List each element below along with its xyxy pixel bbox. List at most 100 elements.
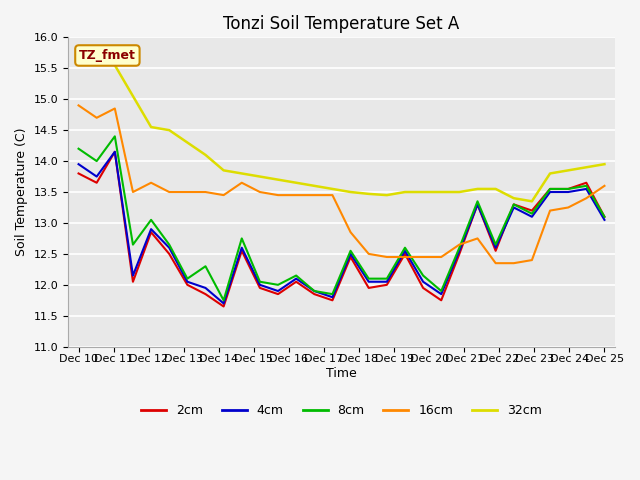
4cm bbox=[383, 279, 390, 285]
16cm bbox=[383, 254, 390, 260]
32cm bbox=[292, 180, 300, 186]
8cm bbox=[582, 183, 590, 189]
2cm bbox=[184, 282, 191, 288]
2cm bbox=[202, 291, 209, 297]
8cm bbox=[365, 276, 372, 282]
16cm bbox=[220, 192, 227, 198]
4cm bbox=[419, 279, 427, 285]
2cm bbox=[328, 298, 336, 303]
8cm bbox=[165, 242, 173, 248]
8cm bbox=[310, 288, 318, 294]
2cm bbox=[510, 202, 518, 207]
4cm bbox=[474, 202, 481, 207]
8cm bbox=[75, 146, 83, 152]
Title: Tonzi Soil Temperature Set A: Tonzi Soil Temperature Set A bbox=[223, 15, 460, 33]
4cm bbox=[238, 245, 246, 251]
32cm bbox=[437, 189, 445, 195]
32cm bbox=[474, 186, 481, 192]
2cm bbox=[274, 291, 282, 297]
16cm bbox=[147, 180, 155, 186]
8cm bbox=[383, 276, 390, 282]
16cm bbox=[184, 189, 191, 195]
4cm bbox=[456, 248, 463, 254]
4cm bbox=[93, 174, 100, 180]
16cm bbox=[274, 192, 282, 198]
4cm bbox=[147, 226, 155, 232]
2cm bbox=[437, 298, 445, 303]
16cm bbox=[93, 115, 100, 120]
2cm bbox=[165, 251, 173, 257]
8cm bbox=[256, 279, 264, 285]
16cm bbox=[292, 192, 300, 198]
16cm bbox=[456, 242, 463, 248]
2cm bbox=[419, 285, 427, 291]
4cm bbox=[328, 294, 336, 300]
32cm bbox=[347, 189, 355, 195]
4cm bbox=[401, 248, 409, 254]
2cm bbox=[492, 248, 499, 254]
2cm bbox=[292, 279, 300, 285]
32cm bbox=[546, 170, 554, 176]
2cm bbox=[220, 304, 227, 310]
16cm bbox=[165, 189, 173, 195]
4cm bbox=[564, 189, 572, 195]
2cm bbox=[546, 186, 554, 192]
4cm bbox=[365, 279, 372, 285]
16cm bbox=[582, 195, 590, 201]
32cm bbox=[75, 56, 83, 62]
2cm bbox=[256, 285, 264, 291]
2cm bbox=[365, 285, 372, 291]
4cm bbox=[310, 288, 318, 294]
8cm bbox=[220, 298, 227, 303]
16cm bbox=[474, 236, 481, 241]
8cm bbox=[238, 236, 246, 241]
8cm bbox=[437, 288, 445, 294]
2cm bbox=[528, 208, 536, 214]
32cm bbox=[582, 164, 590, 170]
2cm bbox=[564, 186, 572, 192]
16cm bbox=[546, 208, 554, 214]
32cm bbox=[147, 124, 155, 130]
32cm bbox=[129, 93, 137, 99]
4cm bbox=[256, 282, 264, 288]
4cm bbox=[111, 149, 118, 155]
4cm bbox=[528, 214, 536, 220]
16cm bbox=[401, 254, 409, 260]
Line: 2cm: 2cm bbox=[79, 152, 604, 307]
32cm bbox=[383, 192, 390, 198]
8cm bbox=[510, 202, 518, 207]
8cm bbox=[456, 245, 463, 251]
32cm bbox=[238, 170, 246, 176]
16cm bbox=[419, 254, 427, 260]
16cm bbox=[492, 260, 499, 266]
8cm bbox=[347, 248, 355, 254]
2cm bbox=[238, 248, 246, 254]
4cm bbox=[510, 204, 518, 210]
8cm bbox=[328, 291, 336, 297]
16cm bbox=[111, 106, 118, 111]
8cm bbox=[419, 273, 427, 278]
8cm bbox=[111, 133, 118, 139]
16cm bbox=[238, 180, 246, 186]
2cm bbox=[347, 254, 355, 260]
8cm bbox=[184, 276, 191, 282]
4cm bbox=[292, 276, 300, 282]
32cm bbox=[274, 177, 282, 182]
4cm bbox=[437, 291, 445, 297]
4cm bbox=[202, 285, 209, 291]
4cm bbox=[492, 245, 499, 251]
2cm bbox=[474, 202, 481, 207]
Line: 16cm: 16cm bbox=[79, 106, 604, 263]
32cm bbox=[456, 189, 463, 195]
32cm bbox=[365, 191, 372, 197]
4cm bbox=[220, 300, 227, 306]
4cm bbox=[582, 186, 590, 192]
32cm bbox=[419, 189, 427, 195]
4cm bbox=[600, 217, 608, 223]
2cm bbox=[147, 229, 155, 235]
8cm bbox=[528, 211, 536, 216]
16cm bbox=[365, 251, 372, 257]
8cm bbox=[129, 242, 137, 248]
16cm bbox=[600, 183, 608, 189]
8cm bbox=[401, 245, 409, 251]
